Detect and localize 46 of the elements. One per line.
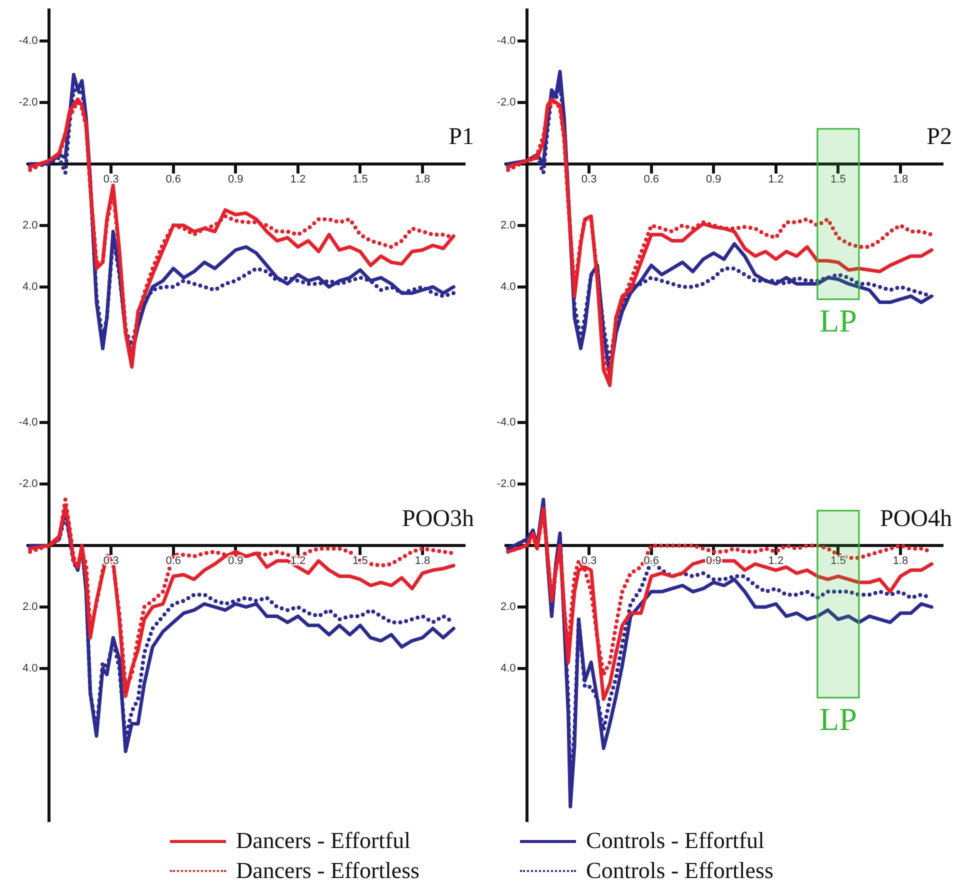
y-tick-label: -2.0 [496,96,516,108]
text: P1 [448,124,474,150]
x-tick-label: 0.6 [166,173,181,186]
text: P2 [926,124,952,150]
y-tick-label: 2.0 [500,601,516,614]
y-tick-label: 4.0 [22,662,38,674]
band-label: LP [820,701,857,738]
x-tick-label: 0.9 [228,555,244,568]
y-tick-label: 4.0 [500,280,516,293]
y-tick-label: -4.0 [496,34,516,47]
x-tick-label: 1.8 [892,173,908,186]
text: POO4h [880,506,952,532]
x-tick-label: 1.8 [414,173,430,186]
y-tick-label: -2.0 [496,478,516,490]
x-tick-label: 0.3 [581,173,597,186]
x-tick-label: 0.9 [228,173,244,186]
x-tick-label: 1.2 [290,555,306,568]
y-tick-label: 2.0 [22,219,38,232]
y-tick-label: -4.0 [496,416,516,429]
x-tick-label: 1.2 [290,173,306,186]
x-tick-label: 1.2 [768,173,784,186]
y-tick-label: 4.0 [500,662,516,674]
y-tick-label: -4.0 [18,416,38,429]
y-tick-label: 4.0 [22,280,38,293]
x-tick-label: 0.9 [706,173,722,186]
x-tick-label: 0.6 [644,173,659,186]
x-tick-label: 1.5 [830,555,846,568]
legend-label: Controls - Effortful [586,828,764,854]
y-tick-label: 2.0 [22,601,38,614]
x-tick-label: 0.3 [581,555,597,568]
x-tick-label: 1.5 [830,173,846,186]
x-tick-label: 0.3 [103,173,119,186]
text: POO3h [402,506,474,532]
x-tick-label: 0.6 [166,555,181,568]
legend-label: Dancers - Effortless [236,858,420,884]
y-tick-label: -2.0 [18,96,38,108]
legend-label: Dancers - Effortful [236,828,411,854]
x-tick-label: 1.8 [414,555,430,568]
band-label: LP [820,302,857,339]
y-tick-label: -4.0 [18,34,38,47]
y-tick-label: -2.0 [18,478,38,490]
x-tick-label: 1.8 [892,555,908,568]
x-tick-label: 1.5 [352,173,368,186]
legend-label: Controls - Effortless [586,858,774,884]
x-tick-label: 1.2 [768,555,784,568]
y-tick-label: 2.0 [500,219,516,232]
